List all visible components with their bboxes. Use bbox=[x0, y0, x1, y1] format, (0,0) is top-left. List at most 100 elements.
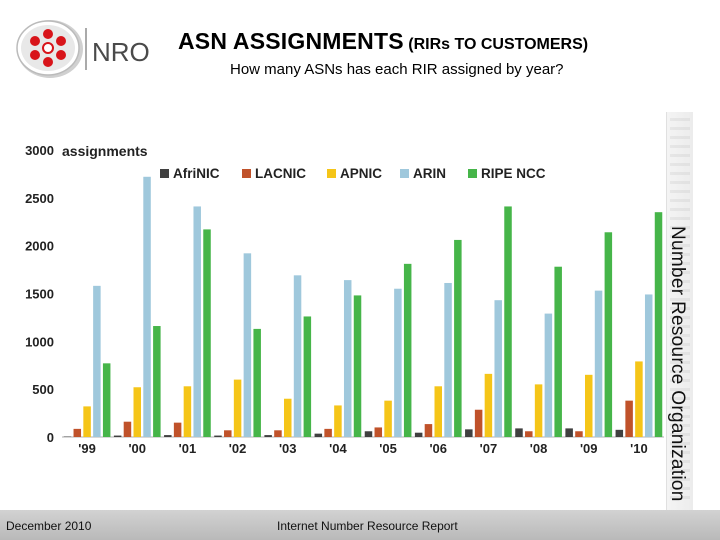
x-tick-label: '00 bbox=[128, 441, 146, 456]
legend-label: LACNIC bbox=[255, 166, 306, 181]
bar-lacnic bbox=[424, 424, 433, 437]
y-tick-label: 0 bbox=[47, 430, 54, 445]
bar-apnic bbox=[585, 374, 593, 437]
x-tick-label: '09 bbox=[580, 441, 598, 456]
x-tick-label: '08 bbox=[530, 441, 548, 456]
bar-lacnic bbox=[474, 409, 483, 437]
x-tick-label: '01 bbox=[179, 441, 197, 456]
y-tick-label: 1000 bbox=[25, 334, 54, 349]
x-tick-label: '10 bbox=[630, 441, 648, 456]
bar-apnic bbox=[484, 373, 493, 437]
bar-ripe-ncc bbox=[504, 206, 512, 437]
bar-apnic bbox=[384, 400, 392, 437]
bar-ripe-ncc bbox=[203, 229, 211, 437]
bar-ripe-ncc bbox=[303, 316, 312, 437]
bar-ripe-ncc bbox=[403, 263, 412, 437]
bar-arin bbox=[193, 206, 201, 437]
footer-report: Internet Number Resource Report bbox=[277, 519, 458, 533]
x-tick-label: '03 bbox=[279, 441, 297, 456]
bar-arin bbox=[544, 313, 553, 437]
side-label-container: Number Resource Organization bbox=[667, 226, 692, 506]
bar-lacnic bbox=[73, 428, 82, 437]
y-tick-label: 2500 bbox=[25, 191, 54, 206]
bar-arin bbox=[293, 275, 302, 437]
x-tick-label: '02 bbox=[229, 441, 247, 456]
bar-lacnic bbox=[274, 430, 282, 437]
bar-apnic bbox=[635, 361, 643, 437]
bar-lacnic bbox=[224, 430, 232, 437]
bar-lacnic bbox=[525, 431, 533, 437]
x-tick-label: '06 bbox=[429, 441, 447, 456]
bar-apnic bbox=[334, 405, 342, 437]
bar-arin bbox=[444, 282, 452, 437]
bar-arin bbox=[394, 288, 402, 437]
legend-label: AfriNIC bbox=[173, 166, 220, 181]
bar-afrinic bbox=[615, 429, 624, 437]
legend-label: ARIN bbox=[413, 166, 446, 181]
logo-text: NRO bbox=[92, 37, 150, 67]
bar-lacnic bbox=[123, 421, 132, 437]
footer-bar: December 2010 Internet Number Resource R… bbox=[0, 510, 720, 540]
bar-afrinic bbox=[113, 435, 122, 437]
y-tick-label: 1500 bbox=[25, 287, 54, 302]
bar-afrinic bbox=[314, 433, 323, 437]
asn-bar-chart: 0 500 1000 1500 2000 2500 3000 assignments '99 '0… bbox=[25, 143, 664, 456]
legend-label: APNIC bbox=[340, 166, 382, 181]
bar-ripe-ncc bbox=[102, 363, 111, 437]
bar-afrinic bbox=[364, 431, 373, 437]
bar-lacnic bbox=[324, 428, 332, 437]
bar-apnic bbox=[233, 379, 242, 437]
bar-afrinic bbox=[164, 435, 172, 437]
footer-date: December 2010 bbox=[6, 519, 92, 533]
bar-arin bbox=[243, 253, 252, 437]
bar-afrinic bbox=[414, 432, 423, 437]
y-tick-label: 500 bbox=[32, 382, 54, 397]
bar-ripe-ncc bbox=[153, 326, 161, 437]
bar-afrinic bbox=[264, 435, 272, 437]
side-band bbox=[666, 112, 693, 510]
bar-arin bbox=[494, 300, 502, 437]
bar-lacnic bbox=[575, 431, 583, 437]
x-tick-label: '04 bbox=[329, 441, 347, 456]
title-suffix: (RIRs TO CUSTOMERS) bbox=[408, 36, 589, 53]
nro-logo: NRO bbox=[16, 20, 150, 78]
bar-apnic bbox=[133, 387, 141, 437]
title-main: ASN ASSIGNMENTS bbox=[178, 28, 404, 54]
legend-swatch bbox=[242, 169, 251, 178]
bar-ripe-ncc bbox=[253, 328, 261, 437]
bar-apnic bbox=[434, 386, 442, 437]
x-tick-label: '07 bbox=[480, 441, 498, 456]
bar-arin bbox=[143, 176, 151, 437]
legend-swatch bbox=[400, 169, 409, 178]
y-tick-label: 2000 bbox=[25, 239, 54, 254]
bar-arin bbox=[594, 290, 603, 437]
legend-swatch bbox=[160, 169, 169, 178]
bar-arin bbox=[343, 280, 352, 437]
y-tick-label: 3000 bbox=[25, 143, 54, 158]
page-subtitle: How many ASNs has each RIR assigned by y… bbox=[230, 61, 564, 78]
bar-afrinic bbox=[214, 435, 222, 437]
side-band-texture bbox=[670, 118, 690, 504]
bar-ripe-ncc bbox=[554, 266, 562, 437]
bar-ripe-ncc bbox=[353, 295, 362, 437]
x-tick-label: '05 bbox=[379, 441, 397, 456]
bar-lacnic bbox=[374, 427, 383, 437]
bar-afrinic bbox=[465, 429, 473, 437]
bar-afrinic bbox=[515, 428, 523, 437]
bar-arin bbox=[644, 294, 653, 437]
page-title: ASN ASSIGNMENTS (RIRs TO CUSTOMERS) bbox=[178, 28, 588, 55]
legend-label: RIPE NCC bbox=[481, 166, 546, 181]
y-axis-label: assignments bbox=[62, 143, 148, 159]
bar-ripe-ncc bbox=[454, 239, 462, 437]
bar-lacnic bbox=[625, 400, 633, 437]
bar-ripe-ncc bbox=[604, 232, 613, 437]
legend-swatch bbox=[327, 169, 336, 178]
legend-swatch bbox=[468, 169, 477, 178]
bar-apnic bbox=[183, 386, 192, 437]
x-tick-label: '99 bbox=[78, 441, 96, 456]
bar-apnic bbox=[534, 384, 543, 437]
bar-arin bbox=[93, 285, 101, 437]
bar-lacnic bbox=[173, 422, 182, 437]
side-label: Number Resource Organization bbox=[667, 226, 688, 502]
bar-apnic bbox=[83, 406, 91, 437]
